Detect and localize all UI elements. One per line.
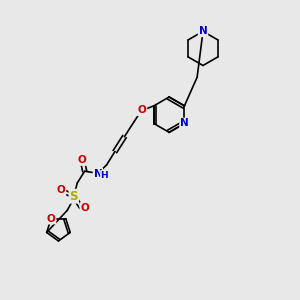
Text: N: N bbox=[180, 118, 189, 128]
Text: N: N bbox=[199, 26, 207, 36]
Text: O: O bbox=[57, 185, 65, 195]
Text: N: N bbox=[94, 169, 102, 178]
Text: O: O bbox=[78, 155, 87, 165]
Text: S: S bbox=[70, 190, 78, 203]
Text: O: O bbox=[138, 105, 146, 115]
Text: O: O bbox=[47, 214, 56, 224]
Text: O: O bbox=[80, 203, 89, 213]
Text: H: H bbox=[100, 170, 108, 179]
